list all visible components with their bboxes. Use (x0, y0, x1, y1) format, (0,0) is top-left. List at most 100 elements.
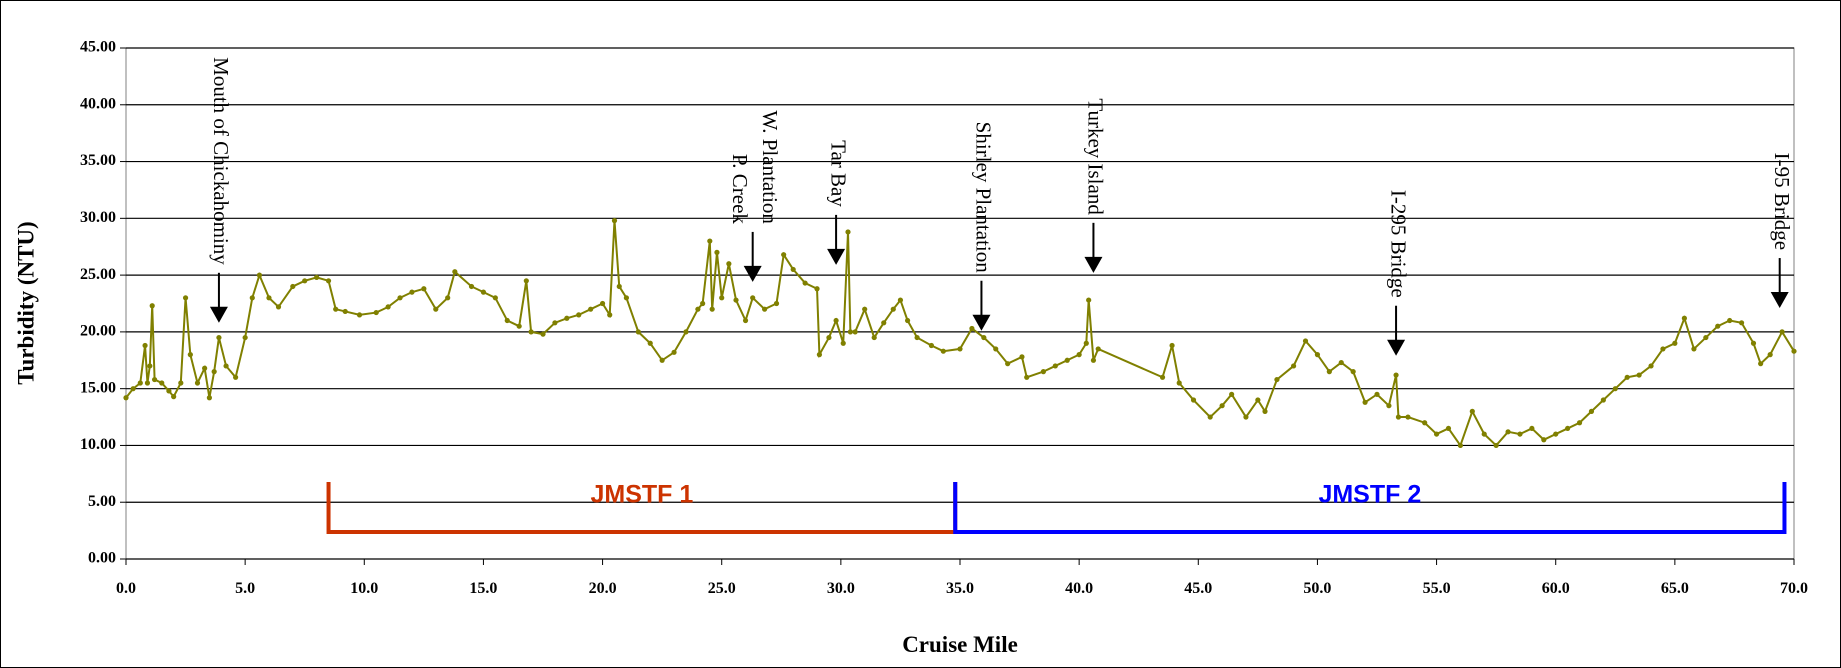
data-point (695, 306, 701, 312)
data-point (445, 295, 451, 301)
x-tick-label: 40.0 (1065, 580, 1093, 597)
data-point (211, 369, 217, 375)
data-point (1750, 340, 1757, 346)
x-tick-label: 15.0 (469, 580, 497, 597)
data-point (852, 329, 858, 335)
data-point (151, 376, 158, 383)
data-point (904, 317, 911, 324)
data-point (1672, 340, 1678, 346)
data-point (1457, 442, 1463, 449)
data-point (421, 286, 427, 292)
data-point (564, 315, 570, 321)
data-point (385, 304, 391, 310)
data-point (611, 218, 618, 224)
data-point (233, 374, 239, 380)
data-point (1505, 429, 1511, 435)
data-point (480, 289, 487, 295)
data-point (397, 295, 403, 301)
x-tick-label: 0.0 (116, 580, 136, 597)
data-point (1005, 361, 1011, 367)
data-point (862, 306, 868, 312)
data-point (647, 340, 653, 346)
data-point (1024, 374, 1030, 380)
data-point (266, 295, 272, 301)
y-tick-label: 45.00 (80, 39, 116, 56)
data-point (750, 295, 756, 301)
data-point (1086, 297, 1092, 303)
annotation-label: Tar Bay (826, 140, 850, 207)
data-point (871, 334, 877, 341)
data-point (1767, 352, 1773, 358)
y-tick-label: 35.00 (80, 152, 116, 169)
data-point (1219, 403, 1225, 409)
data-point (1190, 397, 1197, 403)
data-point (1229, 391, 1235, 397)
data-point (528, 329, 534, 335)
annotation-label: Mouth of Chickahominy (209, 57, 233, 265)
x-tick-label: 20.0 (589, 580, 617, 597)
data-point (1715, 323, 1721, 329)
data-point (1386, 403, 1392, 409)
data-point (1493, 442, 1499, 449)
data-point (1338, 359, 1344, 366)
data-point (1090, 357, 1097, 363)
data-point (588, 306, 594, 312)
data-point (576, 312, 582, 318)
y-tick-label: 30.00 (80, 209, 116, 226)
annotation-arrowhead (972, 314, 991, 331)
data-point (516, 323, 522, 329)
data-point (147, 363, 153, 369)
data-point (290, 283, 296, 290)
data-point (897, 297, 904, 303)
data-point (1255, 397, 1261, 403)
x-tick-label: 55.0 (1423, 580, 1451, 597)
data-point (1624, 374, 1630, 380)
data-point (373, 309, 379, 316)
data-point (1541, 437, 1547, 443)
x-tick-label: 45.0 (1184, 580, 1212, 597)
data-point (325, 278, 332, 284)
data-point (847, 329, 853, 335)
data-point (890, 306, 896, 312)
data-point (1791, 348, 1797, 354)
data-point (333, 306, 339, 312)
x-tick-label: 35.0 (946, 580, 974, 597)
data-point (1779, 329, 1785, 335)
data-point (607, 312, 613, 318)
data-point (671, 349, 677, 355)
data-point (1393, 372, 1399, 378)
x-tick-label: 70.0 (1780, 580, 1808, 597)
annotation-label: P. Creek (728, 154, 752, 224)
data-point (552, 320, 558, 326)
data-point (1262, 408, 1268, 414)
data-point (1095, 346, 1101, 352)
y-tick-label: 25.00 (80, 266, 116, 283)
data-point (826, 334, 832, 341)
data-point (1600, 397, 1606, 403)
x-tick-label: 25.0 (708, 580, 736, 597)
x-tick-label: 65.0 (1661, 580, 1689, 597)
data-point (409, 289, 415, 295)
data-point (1691, 346, 1697, 352)
data-point (683, 329, 689, 335)
data-point (342, 308, 348, 315)
y-tick-label: 0.00 (88, 550, 116, 567)
data-point (1445, 425, 1452, 432)
x-tick-label: 30.0 (827, 580, 855, 597)
data-point (1433, 431, 1440, 437)
data-point (1176, 380, 1182, 386)
data-point (137, 380, 143, 386)
data-point (845, 229, 851, 235)
annotation-label: I-95 Bridge (1770, 153, 1794, 250)
data-point (762, 306, 768, 312)
annotation-arrowhead (827, 248, 846, 265)
data-point (993, 346, 999, 352)
data-point (1481, 431, 1487, 437)
y-tick-label: 20.00 (80, 323, 116, 340)
data-point (914, 334, 920, 341)
data-point (1350, 369, 1356, 375)
data-point (1576, 420, 1583, 426)
data-point (166, 388, 172, 394)
data-point (206, 395, 212, 401)
data-point (1727, 317, 1733, 324)
